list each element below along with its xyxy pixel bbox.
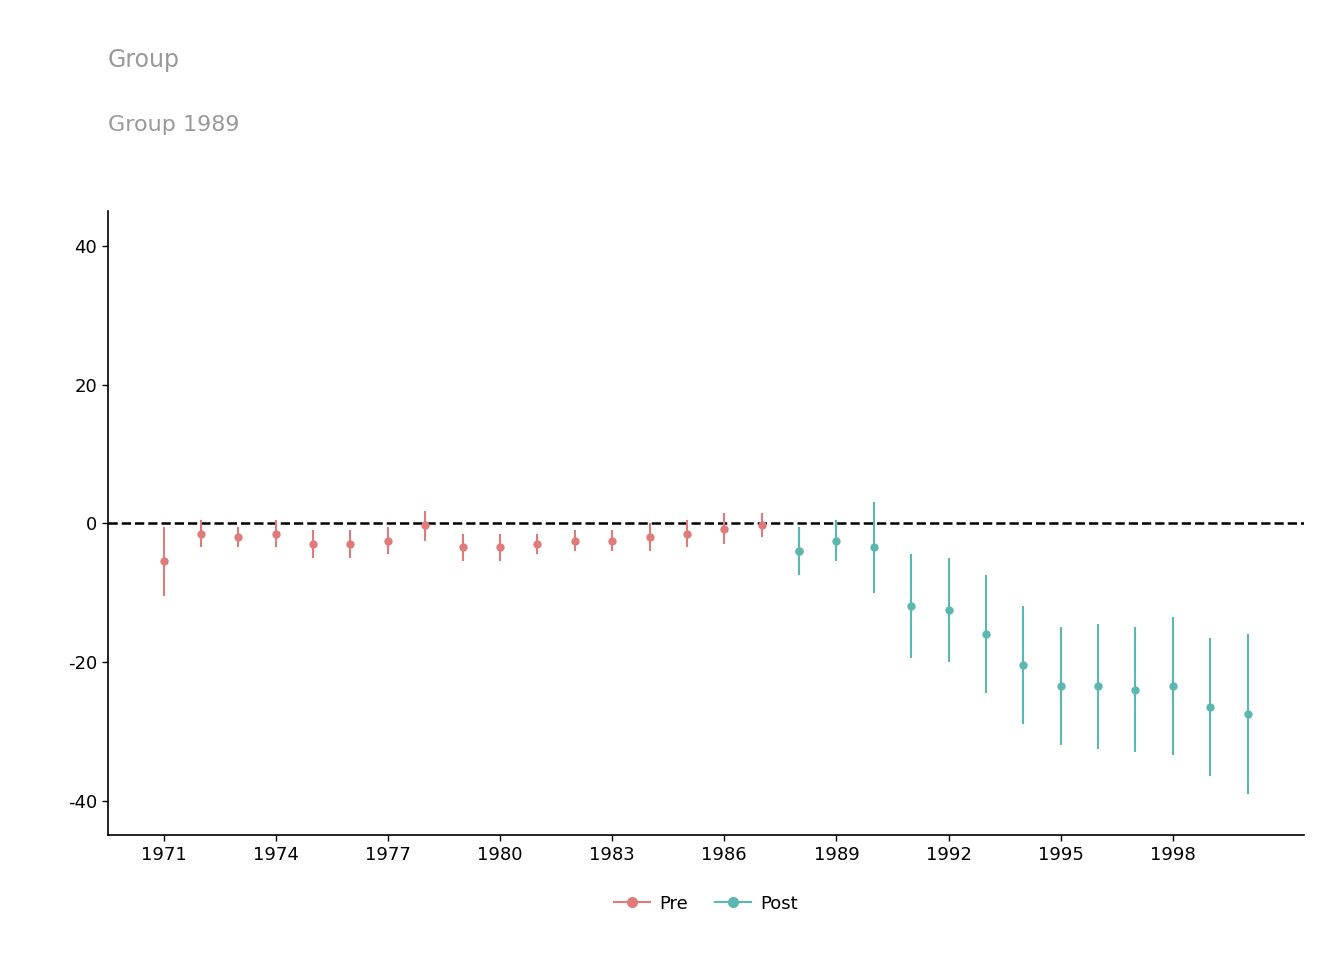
Legend: Pre, Post: Pre, Post [606, 887, 805, 920]
Text: Group: Group [108, 48, 180, 72]
Text: Group 1989: Group 1989 [108, 115, 239, 135]
